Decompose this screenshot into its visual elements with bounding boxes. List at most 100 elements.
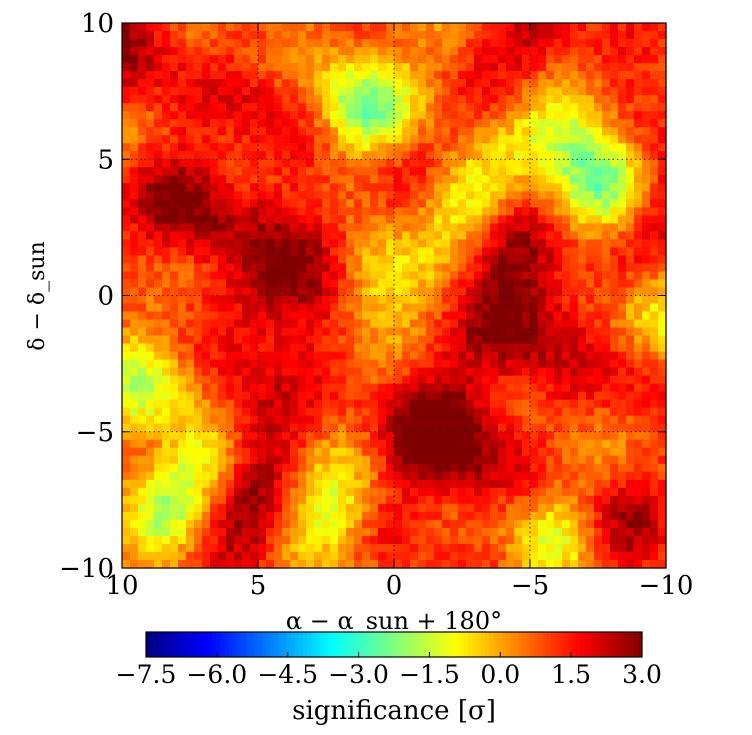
heatmap-cell (618, 263, 627, 273)
heatmap-cell (370, 335, 379, 345)
heatmap-cell (394, 263, 403, 273)
heatmap-cell (218, 135, 227, 144)
heatmap-cell (570, 183, 579, 192)
heatmap-cell (642, 319, 651, 329)
heatmap-cell (418, 455, 427, 465)
heatmap-cell (578, 535, 587, 545)
heatmap-cell (426, 543, 435, 553)
heatmap-cell (242, 471, 251, 481)
heatmap-cell (226, 183, 235, 192)
colorbar-segment (274, 632, 279, 657)
heatmap-cell (242, 143, 251, 152)
heatmap-cell (570, 343, 579, 353)
heatmap-cell (482, 23, 491, 32)
heatmap-cell (458, 55, 467, 64)
heatmap-cell (290, 527, 299, 537)
heatmap-cell (290, 359, 299, 369)
heatmap-cell (442, 239, 451, 249)
heatmap-cell (650, 263, 659, 273)
heatmap-cell (658, 407, 667, 417)
heatmap-cell (506, 407, 515, 417)
colorbar-segment (608, 632, 614, 657)
heatmap-cell (298, 95, 307, 104)
heatmap-cell (426, 135, 435, 144)
heatmap-cell (434, 239, 443, 249)
heatmap-cell (138, 359, 147, 369)
heatmap-cell (250, 231, 259, 240)
heatmap-cell (330, 311, 339, 321)
heatmap-cell (602, 151, 611, 160)
heatmap-cell (242, 447, 251, 457)
heatmap-cell (282, 79, 291, 88)
heatmap-cell (346, 487, 355, 497)
heatmap-cell (458, 543, 467, 553)
heatmap-cell (578, 111, 587, 120)
heatmap-cell (154, 343, 163, 353)
heatmap-cell (522, 455, 531, 465)
heatmap-cell (274, 127, 283, 136)
heatmap-cell (210, 127, 219, 136)
heatmap-cell (546, 319, 555, 329)
heatmap-cell (266, 87, 275, 96)
heatmap-cell (330, 367, 339, 377)
heatmap-cell (594, 95, 603, 104)
heatmap-cell (354, 471, 363, 481)
heatmap-cell (554, 95, 563, 104)
heatmap-cell (122, 183, 131, 192)
heatmap-cell (506, 143, 515, 152)
heatmap-cell (482, 455, 491, 465)
heatmap-cell (354, 327, 363, 337)
heatmap-cell (234, 31, 243, 40)
heatmap-cell (426, 431, 435, 441)
heatmap-cell (410, 543, 419, 553)
heatmap-cell (410, 359, 419, 369)
heatmap-cell (170, 79, 179, 88)
heatmap-cell (650, 447, 659, 457)
heatmap-cell (426, 415, 435, 425)
heatmap-cell (514, 127, 523, 136)
heatmap-cell (322, 239, 331, 249)
heatmap-cell (650, 463, 659, 473)
heatmap-cell (226, 479, 235, 489)
heatmap-cell (250, 255, 259, 265)
heatmap-cell (402, 71, 411, 80)
heatmap-cell (226, 439, 235, 449)
heatmap-cell (130, 343, 139, 353)
heatmap-cell (322, 103, 331, 112)
heatmap-cell (626, 287, 635, 297)
heatmap-cell (362, 183, 371, 192)
heatmap-cell (338, 71, 347, 80)
heatmap-cell (506, 247, 515, 257)
heatmap-cell (202, 263, 211, 273)
heatmap-cell (290, 431, 299, 441)
heatmap-cell (514, 263, 523, 273)
heatmap-cell (226, 23, 235, 32)
heatmap-cell (130, 79, 139, 88)
heatmap-cell (458, 311, 467, 321)
heatmap-cell (242, 367, 251, 377)
heatmap-cell (498, 31, 507, 40)
heatmap-cell (298, 399, 307, 409)
heatmap-cell (322, 479, 331, 489)
heatmap-cell (362, 175, 371, 184)
heatmap-cell (234, 335, 243, 345)
heatmap-cell (514, 31, 523, 40)
y-tick-label: −10 (59, 554, 114, 584)
heatmap-cell (154, 527, 163, 537)
heatmap-cell (634, 287, 643, 297)
heatmap-cell (562, 159, 571, 168)
heatmap-cell (250, 527, 259, 537)
heatmap-cell (346, 255, 355, 265)
heatmap-cell (362, 415, 371, 425)
heatmap-cell (538, 367, 547, 377)
heatmap-cell (634, 199, 643, 208)
colorbar-segment (604, 632, 610, 657)
heatmap-cell (650, 351, 659, 361)
heatmap-cell (506, 111, 515, 120)
heatmap-cell (378, 159, 387, 168)
heatmap-cell (578, 31, 587, 40)
heatmap-cell (554, 431, 563, 441)
heatmap-cell (650, 151, 659, 160)
heatmap-cell (306, 311, 315, 321)
